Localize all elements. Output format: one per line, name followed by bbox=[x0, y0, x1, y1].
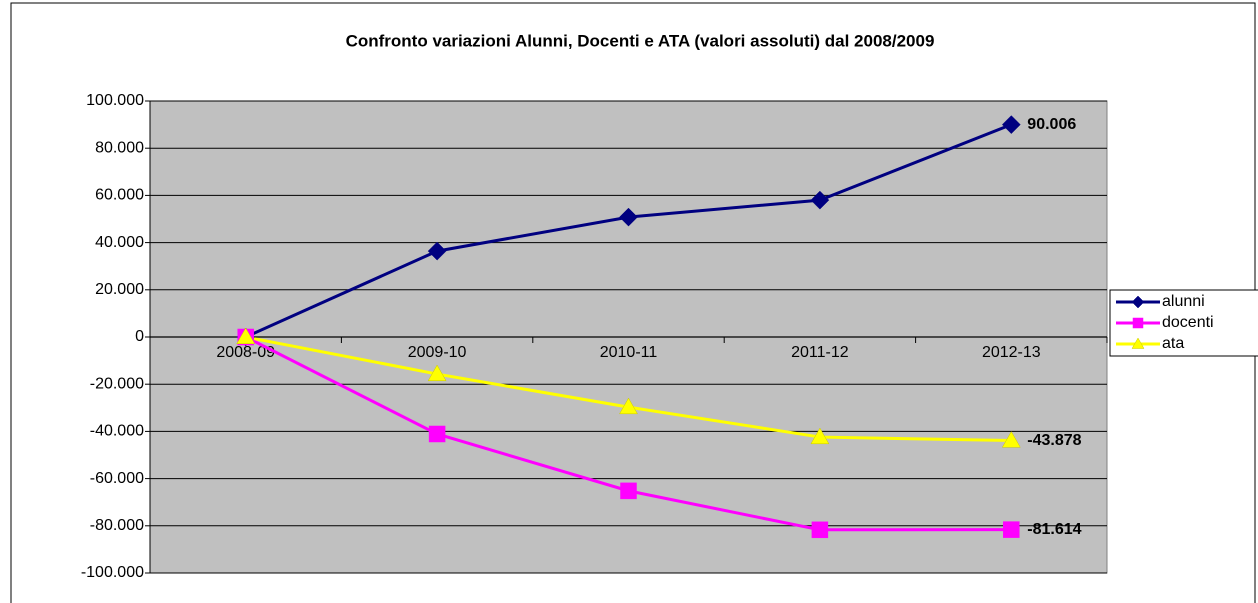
marker bbox=[1001, 115, 1021, 134]
x-tick-label: 2011-12 bbox=[791, 344, 849, 361]
data-label: -81.614 bbox=[1027, 521, 1081, 538]
y-tick-label: -40.000 bbox=[90, 423, 144, 440]
marker bbox=[236, 327, 256, 344]
x-tick-label: 2009-10 bbox=[408, 344, 467, 361]
y-tick-label: 100.000 bbox=[86, 92, 144, 109]
data-label: 90.006 bbox=[1027, 116, 1076, 133]
marker bbox=[1003, 521, 1020, 538]
marker bbox=[1131, 337, 1145, 349]
marker bbox=[427, 364, 447, 382]
marker bbox=[619, 207, 638, 227]
marker bbox=[427, 241, 447, 261]
y-tick-label: 0 bbox=[135, 328, 144, 345]
x-tick-label: 2008-09 bbox=[216, 344, 275, 361]
legend-label: docenti bbox=[1162, 314, 1214, 331]
marker bbox=[1131, 295, 1145, 309]
x-tick-label: 2010-11 bbox=[600, 344, 658, 361]
marker bbox=[620, 482, 637, 500]
marker bbox=[810, 190, 830, 210]
data-label: -43.878 bbox=[1027, 432, 1081, 449]
y-tick-label: 40.000 bbox=[95, 234, 144, 251]
marker bbox=[811, 521, 829, 539]
y-tick-label: 80.000 bbox=[95, 139, 144, 156]
legend-label: ata bbox=[1162, 335, 1184, 352]
x-tick-label: 2012-13 bbox=[982, 344, 1041, 361]
marker bbox=[1001, 431, 1021, 448]
chart-title: Confronto variazioni Alunni, Docenti e A… bbox=[346, 31, 935, 50]
marker bbox=[1132, 317, 1144, 329]
y-tick-label: -80.000 bbox=[90, 517, 144, 534]
legend-label: alunni bbox=[1162, 293, 1205, 310]
marker bbox=[619, 397, 638, 415]
y-tick-label: -100.000 bbox=[81, 564, 144, 581]
marker bbox=[428, 425, 446, 443]
y-tick-label: -60.000 bbox=[90, 470, 144, 487]
y-tick-label: -20.000 bbox=[90, 375, 144, 392]
y-tick-label: 60.000 bbox=[95, 187, 144, 204]
y-tick-label: 20.000 bbox=[95, 281, 144, 298]
marker bbox=[810, 427, 830, 445]
